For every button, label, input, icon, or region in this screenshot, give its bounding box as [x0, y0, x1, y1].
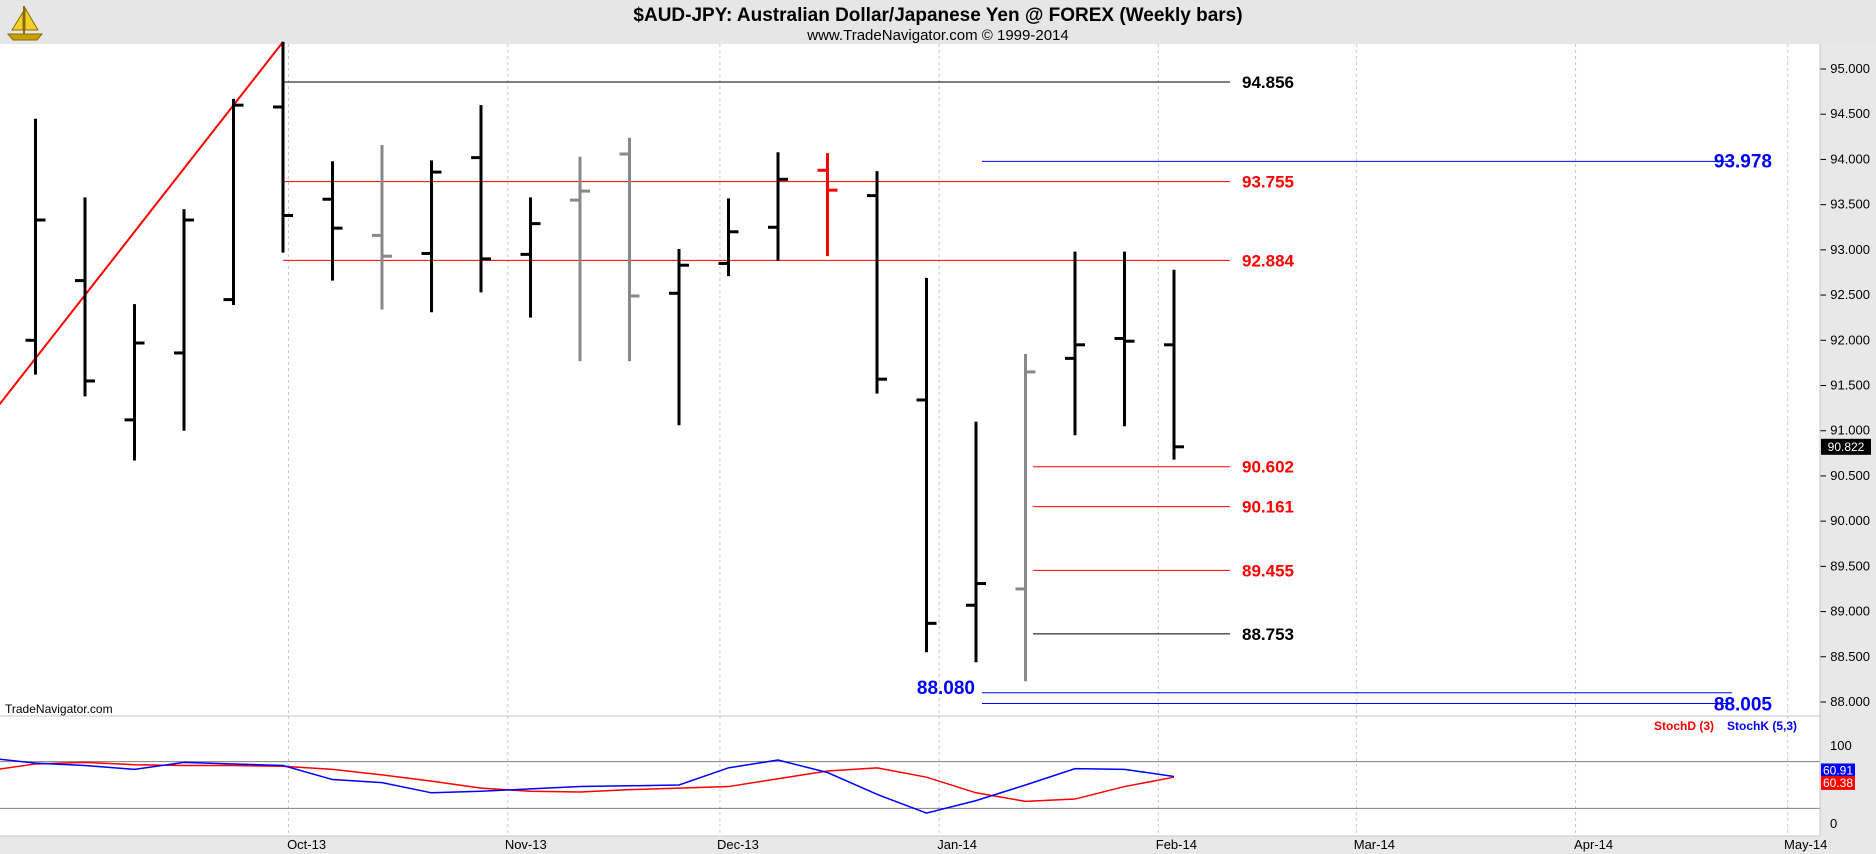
y-tick-label: 89.500 — [1830, 558, 1870, 573]
ohlc-bar — [867, 171, 887, 394]
level-label: 90.602 — [1242, 458, 1294, 477]
x-tick-label: Nov-13 — [505, 837, 547, 852]
level-label: 89.455 — [1242, 561, 1294, 580]
x-tick-label: Feb-14 — [1156, 837, 1197, 852]
ohlc-bar — [966, 421, 986, 663]
ohlc-bar — [25, 118, 46, 375]
ohlc-bar — [174, 209, 194, 431]
ohlc-bar — [421, 160, 442, 313]
y-tick-label: 91.000 — [1830, 423, 1870, 438]
stoch-value-tag-box — [1821, 775, 1855, 790]
x-tick-label: Oct-13 — [287, 837, 326, 852]
y-tick-label: 89.000 — [1830, 604, 1870, 619]
header-band — [0, 0, 1876, 44]
y-tick-label: 93.000 — [1830, 242, 1870, 257]
ohlc-bar — [471, 105, 491, 293]
ohlc-bar — [1065, 251, 1085, 436]
level-label: 92.884 — [1242, 251, 1295, 270]
ohlc-bar — [75, 197, 95, 397]
stochd-line — [0, 761, 1175, 803]
level-label: 88.005 — [1714, 695, 1773, 716]
y-tick-label: 94.500 — [1830, 106, 1870, 121]
stoch-y-tick-label: 0 — [1830, 816, 1837, 831]
ohlc-bar — [124, 304, 145, 461]
y-tick-label: 90.000 — [1830, 513, 1870, 528]
ohlc-bar — [520, 197, 541, 318]
chart-title: $AUD-JPY: Australian Dollar/Japanese Yen… — [633, 5, 1242, 26]
x-tick-label: Jan-14 — [937, 837, 977, 852]
ohlc-bar — [1164, 269, 1184, 460]
stochk-line — [0, 758, 1175, 814]
last-price-tag-box — [1821, 438, 1871, 455]
x-tick-label: Apr-14 — [1574, 837, 1613, 852]
level-label: 93.978 — [1714, 151, 1772, 172]
y-tick-label: 94.000 — [1830, 151, 1870, 166]
ohlc-bar — [322, 161, 343, 281]
x-tick-label: May-14 — [1784, 837, 1827, 852]
watermark: TradeNavigator.com — [5, 702, 113, 716]
sailing-ship-icon — [6, 6, 44, 41]
ohlc-bar — [570, 156, 590, 362]
ohlc-bar — [372, 144, 392, 310]
level-label: 94.856 — [1242, 73, 1294, 92]
ohlc-bar — [817, 153, 838, 257]
ohlc-bar — [1114, 251, 1135, 427]
level-label: 90.161 — [1242, 498, 1294, 517]
ohlc-bar — [916, 277, 937, 653]
y-tick-label: 95.000 — [1830, 61, 1870, 76]
level-label: 88.753 — [1242, 625, 1294, 644]
chart-subtitle: www.TradeNavigator.com © 1999-2014 — [806, 27, 1068, 44]
stoch-value-tag: 60.91 — [1823, 763, 1853, 777]
ohlc-bar — [718, 198, 739, 277]
x-tick-label: Dec-13 — [717, 837, 759, 852]
y-tick-label: 92.500 — [1830, 287, 1870, 302]
ohlc-bar — [273, 41, 293, 253]
y-tick-label: 91.500 — [1830, 378, 1870, 393]
x-tick-label: Mar-14 — [1354, 837, 1395, 852]
y-tick-label: 93.500 — [1830, 197, 1870, 212]
stoch-value-tag-box — [1821, 763, 1855, 778]
ohlc-bar — [1015, 353, 1036, 682]
price-axis-panel — [1820, 44, 1876, 716]
stoch-value-tag: 60.38 — [1823, 776, 1853, 790]
last-price-tag: 90.822 — [1828, 440, 1865, 454]
ohlc-bar — [619, 137, 640, 362]
ohlc-bar — [669, 248, 689, 426]
y-tick-label: 88.500 — [1830, 649, 1870, 664]
stoch-y-tick-label: 100 — [1830, 738, 1852, 753]
price-pane — [0, 44, 1820, 716]
legend-stochd: StochD (3) — [1654, 719, 1714, 733]
level-label: 93.755 — [1242, 173, 1294, 192]
level-label: 88.080 — [917, 678, 975, 699]
y-tick-label: 88.000 — [1830, 694, 1870, 709]
ohlc-bar — [768, 152, 788, 261]
ohlc-bar — [223, 98, 244, 306]
y-tick-label: 92.000 — [1830, 332, 1870, 347]
y-tick-label: 90.500 — [1830, 468, 1870, 483]
legend-stochk: StochK (5,3) — [1727, 719, 1797, 733]
date-axis-panel — [0, 836, 1876, 854]
